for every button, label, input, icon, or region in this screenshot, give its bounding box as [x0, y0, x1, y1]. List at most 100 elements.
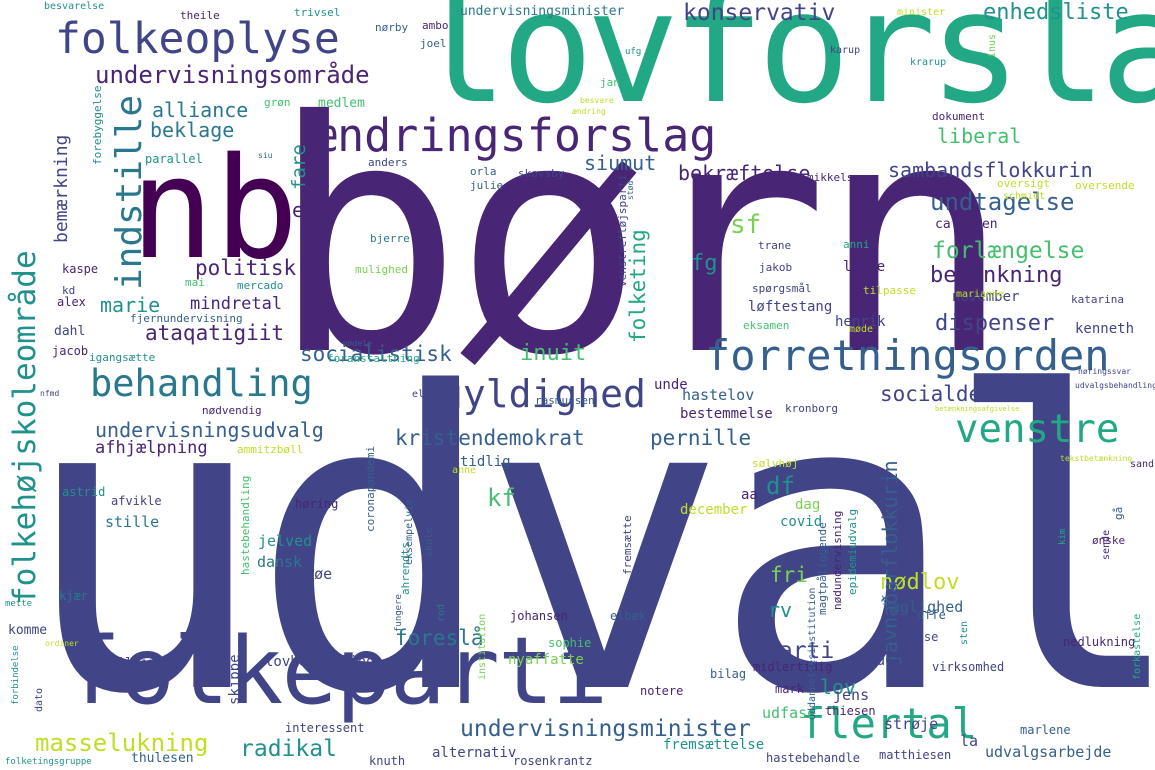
- word-foranstaltning: foranstaltning: [327, 352, 420, 365]
- word-stroje: strøje: [884, 715, 939, 733]
- word-aendringsforslag: ændringsforslag: [310, 109, 717, 162]
- word-mai: mai: [185, 276, 205, 289]
- word-sambandsflokkurin: sambandsflokkurin: [888, 158, 1093, 182]
- word-fri: fri: [770, 563, 808, 587]
- word-folkeoplyse: folkeoplyse: [55, 14, 340, 64]
- word-kronborg: kronborg: [785, 402, 838, 415]
- word-virksomhed: virksomhed: [932, 660, 1005, 674]
- word-hastelov: hastelov: [682, 386, 755, 404]
- word-tekstbetaenkning: tekstbetænkning: [1060, 454, 1133, 463]
- word-beklage: beklage: [150, 118, 235, 142]
- word-elbaek: elbæk: [610, 609, 647, 623]
- word-dag: dag: [795, 497, 821, 513]
- word-jacob: jacob: [52, 344, 89, 358]
- word-skovsby: skovsby: [518, 167, 565, 180]
- word-betaenkningsafgivelse: betænkningsafgivelse: [935, 405, 1020, 413]
- word-foresla: foreslå: [395, 626, 484, 650]
- word-sophie: sophie: [548, 636, 592, 650]
- word-omdele: omdele: [343, 339, 372, 348]
- word-magtpaliggende: magtpåliggende: [816, 522, 829, 615]
- word-onske: ønske: [1092, 534, 1126, 547]
- word-aendring: ændring: [572, 107, 606, 116]
- word-lovbehandling: lovbehandling: [265, 654, 375, 670]
- word-alternativ: alternativ: [432, 745, 517, 761]
- word-institution: institution: [477, 613, 488, 680]
- word-julie: julie: [470, 179, 504, 192]
- word-elev: elev: [412, 389, 437, 400]
- word-unde: unde: [654, 377, 688, 393]
- word-gron: grøn: [264, 96, 291, 109]
- word-caroe: carøe: [287, 565, 333, 583]
- word-udfase: udfase: [762, 704, 817, 722]
- word-aa: aa: [741, 487, 758, 503]
- word-politisk: politisk: [195, 256, 297, 280]
- word-bjerre: bjerre: [370, 232, 410, 245]
- word-skole: skole: [424, 526, 435, 557]
- word-kim: kim: [1058, 528, 1068, 545]
- word-mode: møde: [849, 324, 874, 335]
- word-betaenkning: betænkning: [930, 263, 1063, 288]
- word-born: børn: [270, 54, 1012, 426]
- word-skippe: skippe: [227, 654, 243, 705]
- word-forretningsorden: forretningsorden: [705, 331, 1110, 380]
- word-lovforslag: lovforslag: [415, 0, 1155, 138]
- word-flertal: flertal: [800, 699, 978, 748]
- word-marie: marie: [100, 293, 161, 317]
- word-folketingsgruppe: folketingsgruppe: [5, 757, 92, 767]
- word-alex: alex: [57, 295, 86, 309]
- word-igangsaette: igangsætte: [89, 351, 156, 364]
- word-epidemiudvalg: epidemiudvalg: [846, 508, 859, 595]
- word-bestemmelse: bestemmelse: [680, 406, 773, 422]
- word-tilpasse: tilpasse: [863, 284, 916, 297]
- word-indstille: indstille: [109, 94, 150, 290]
- word-tidlig: tidlig: [460, 454, 511, 470]
- word-mette: mette: [5, 599, 33, 609]
- word-norby: nørby: [375, 21, 409, 34]
- word-hastebehandle: hastebehandle: [766, 751, 860, 765]
- word-dispenser: dispenser: [935, 311, 1055, 336]
- word-besvare: besvare: [580, 96, 614, 105]
- word-siu: siu: [258, 151, 273, 160]
- word-joel: joel: [420, 37, 447, 50]
- word-mikkelsen: mikkelsen: [807, 171, 867, 184]
- word-thulesen: thulesen: [131, 751, 194, 766]
- word-konservativ: konservativ: [683, 0, 836, 26]
- word-horing: høring: [295, 497, 339, 511]
- word-stod: stød: [626, 180, 635, 200]
- word-undtagelse: undtagelse: [930, 188, 1075, 216]
- word-behandling: behandling: [90, 362, 313, 405]
- word-fungere: fungere: [394, 594, 404, 632]
- word-knuth: knuth: [369, 754, 406, 768]
- word-nyaffatte: nyaffatte: [508, 652, 584, 668]
- word-afhjaelpning: afhjælpning: [95, 438, 208, 458]
- word-radikal: radikal: [240, 736, 337, 762]
- word-besvarelse: besvarelse: [44, 1, 105, 12]
- word-gyldighed: gyldighed: [440, 372, 646, 416]
- word-el: el: [292, 198, 317, 222]
- word-enhedsliste: enhedsliste: [983, 0, 1129, 25]
- word-henrik: henrik: [835, 314, 886, 330]
- word-astrid: astrid: [62, 485, 106, 499]
- word-oversende: oversende: [1075, 179, 1135, 192]
- word-undervisningsminister-small: undervisningsminister: [460, 4, 625, 19]
- word-folkeparti: folkeparti: [65, 617, 608, 725]
- word-nedlukning: nedlukning: [1063, 635, 1136, 649]
- word-sand: sand: [1130, 459, 1155, 470]
- word-inuit: inuit: [520, 341, 587, 366]
- word-november: november: [952, 289, 1020, 305]
- word-dokument: dokument: [932, 110, 985, 123]
- word-pernille: pernille: [650, 426, 752, 450]
- word-bekraeftelse: bekræftelse: [678, 161, 811, 185]
- word-socialdemokrati: socialdemokrati: [880, 382, 1070, 406]
- word-udvalg: udvalg: [20, 306, 1155, 770]
- word-trane: trane: [758, 239, 792, 252]
- word-mindretal: mindretal: [190, 294, 283, 314]
- word-anders: anders: [368, 156, 408, 169]
- word-indstilling: indstilling: [78, 656, 165, 671]
- word-nfmd: nfmd: [40, 389, 60, 398]
- word-nodlov: nødlov: [880, 570, 960, 595]
- word-undervisningsudvalg: undervisningsudvalg: [95, 418, 324, 442]
- word-horingssvar: høringssvar: [1078, 367, 1131, 376]
- word-anni: anni: [843, 238, 870, 251]
- word-folketing: folketing: [626, 229, 650, 343]
